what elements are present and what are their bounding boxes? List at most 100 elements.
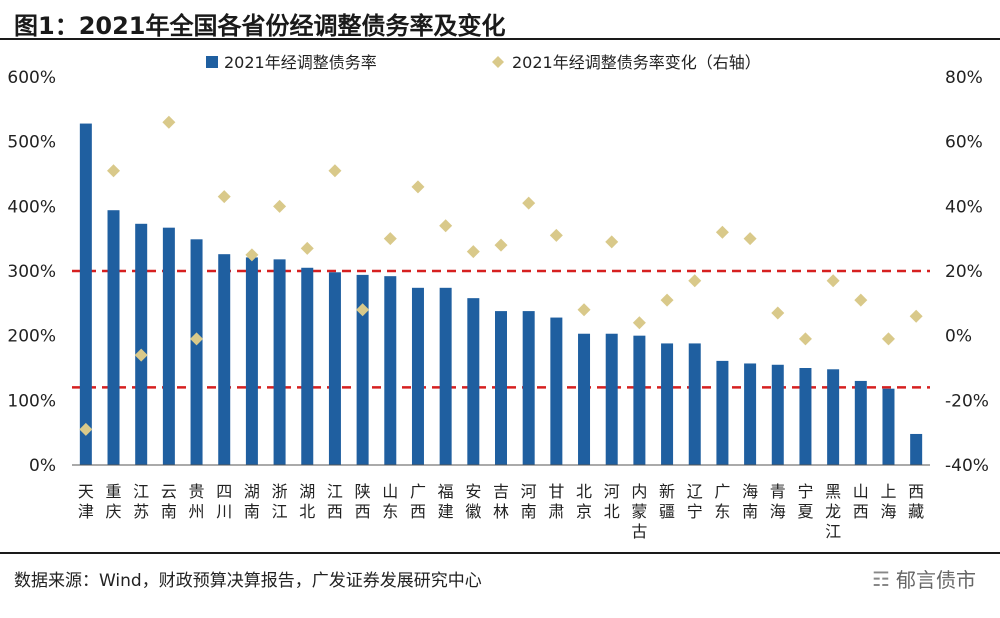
change-marker [328,164,342,178]
bar [716,360,729,465]
y-right-tick-label: 80% [945,68,983,88]
change-marker [466,245,480,259]
bar [356,274,369,465]
change-marker [632,316,646,330]
change-marker [798,332,812,346]
legend-swatch-bar [206,56,218,68]
bar [910,433,923,465]
change-marker [605,235,619,249]
bar [744,363,757,465]
change-marker [881,332,895,346]
y-left-tick-label: 300% [7,262,56,282]
category-label: 福建 [438,482,454,521]
category-label: 广西 [410,482,426,521]
category-label: 山东 [382,482,398,521]
category-label: 云南 [161,482,177,521]
bar [301,267,314,465]
category-label: 宁夏 [797,482,813,521]
category-label: 江西 [327,482,343,521]
y-right-tick-label: -20% [945,391,989,411]
change-marker [273,199,287,213]
y-left-tick-label: 200% [7,327,56,347]
category-label: 新疆 [659,482,675,521]
bar [799,368,812,465]
change-marker [217,190,231,204]
brand-watermark: ☶ 郁言债市 [872,564,976,593]
bar [578,333,591,465]
bar [550,317,563,465]
category-label: 贵州 [189,482,205,521]
bar [273,259,286,465]
bar [162,227,175,465]
category-label: 青海 [770,482,786,521]
footer-divider [0,552,1000,554]
bar [245,257,258,465]
change-marker [854,293,868,307]
bar [411,287,424,465]
change-marker [577,303,591,317]
bar [495,311,507,465]
bar [827,369,840,465]
change-marker [439,219,453,233]
category-label: 四川 [216,482,232,521]
change-marker [162,115,176,129]
bar [107,210,120,465]
category-label: 湖北 [299,482,315,521]
bar [218,254,231,465]
bar [522,311,535,465]
category-label: 吉林 [493,482,509,521]
y-right-tick-label: 60% [945,133,983,153]
change-marker [411,180,425,194]
bar [605,333,618,465]
bar [190,239,203,465]
category-label: 重庆 [106,482,122,521]
category-label: 安徽 [465,482,481,521]
category-label: 辽宁 [687,482,703,521]
bar [688,343,701,465]
category-label: 黑龙江 [825,482,841,541]
chart-title: 图1：2021年全国各省份经调整债务率及变化 [14,12,506,40]
category-label: 天津 [78,482,94,521]
y-left-tick-label: 400% [7,197,56,217]
category-label: 甘肃 [548,482,564,521]
data-source-note: 数据来源：Wind，财政预算决算报告，广发证券发展研究中心 [14,571,482,591]
change-marker [134,348,148,362]
category-label: 陕西 [355,482,371,521]
brand-name: 郁言债市 [896,568,976,592]
y-left-tick-label: 600% [7,68,56,88]
bar [771,364,784,465]
bar [384,276,397,465]
change-marker [356,303,370,317]
change-marker [660,293,674,307]
title-underline [0,38,1000,40]
bar [135,223,148,465]
category-label: 上海 [880,482,896,521]
legend-label-bar: 2021年经调整债务率 [224,53,377,72]
change-marker [383,232,397,246]
category-label: 北京 [576,482,592,521]
y-right-tick-label: 20% [945,262,983,282]
change-marker [190,332,204,346]
y-right-tick-label: 40% [945,197,983,217]
change-marker [909,309,923,323]
y-left-tick-label: 100% [7,391,56,411]
bar [882,388,895,465]
change-marker [715,225,729,239]
y-right-tick-label: -40% [945,456,989,476]
bar [467,298,480,465]
legend-label-marker: 2021年经调整债务率变化（右轴） [512,53,761,72]
category-label: 河北 [604,482,620,521]
legend-swatch-marker [492,56,504,68]
change-marker [522,196,536,210]
change-marker [826,274,840,288]
change-marker [494,238,508,252]
category-label: 河南 [521,482,537,521]
category-label: 山西 [853,482,869,521]
change-marker [79,422,93,436]
category-label: 内蒙古 [631,482,647,541]
change-marker [107,164,121,178]
bar [633,335,646,465]
bar [328,272,341,465]
category-label: 海南 [742,482,758,521]
category-label: 浙江 [272,482,288,521]
